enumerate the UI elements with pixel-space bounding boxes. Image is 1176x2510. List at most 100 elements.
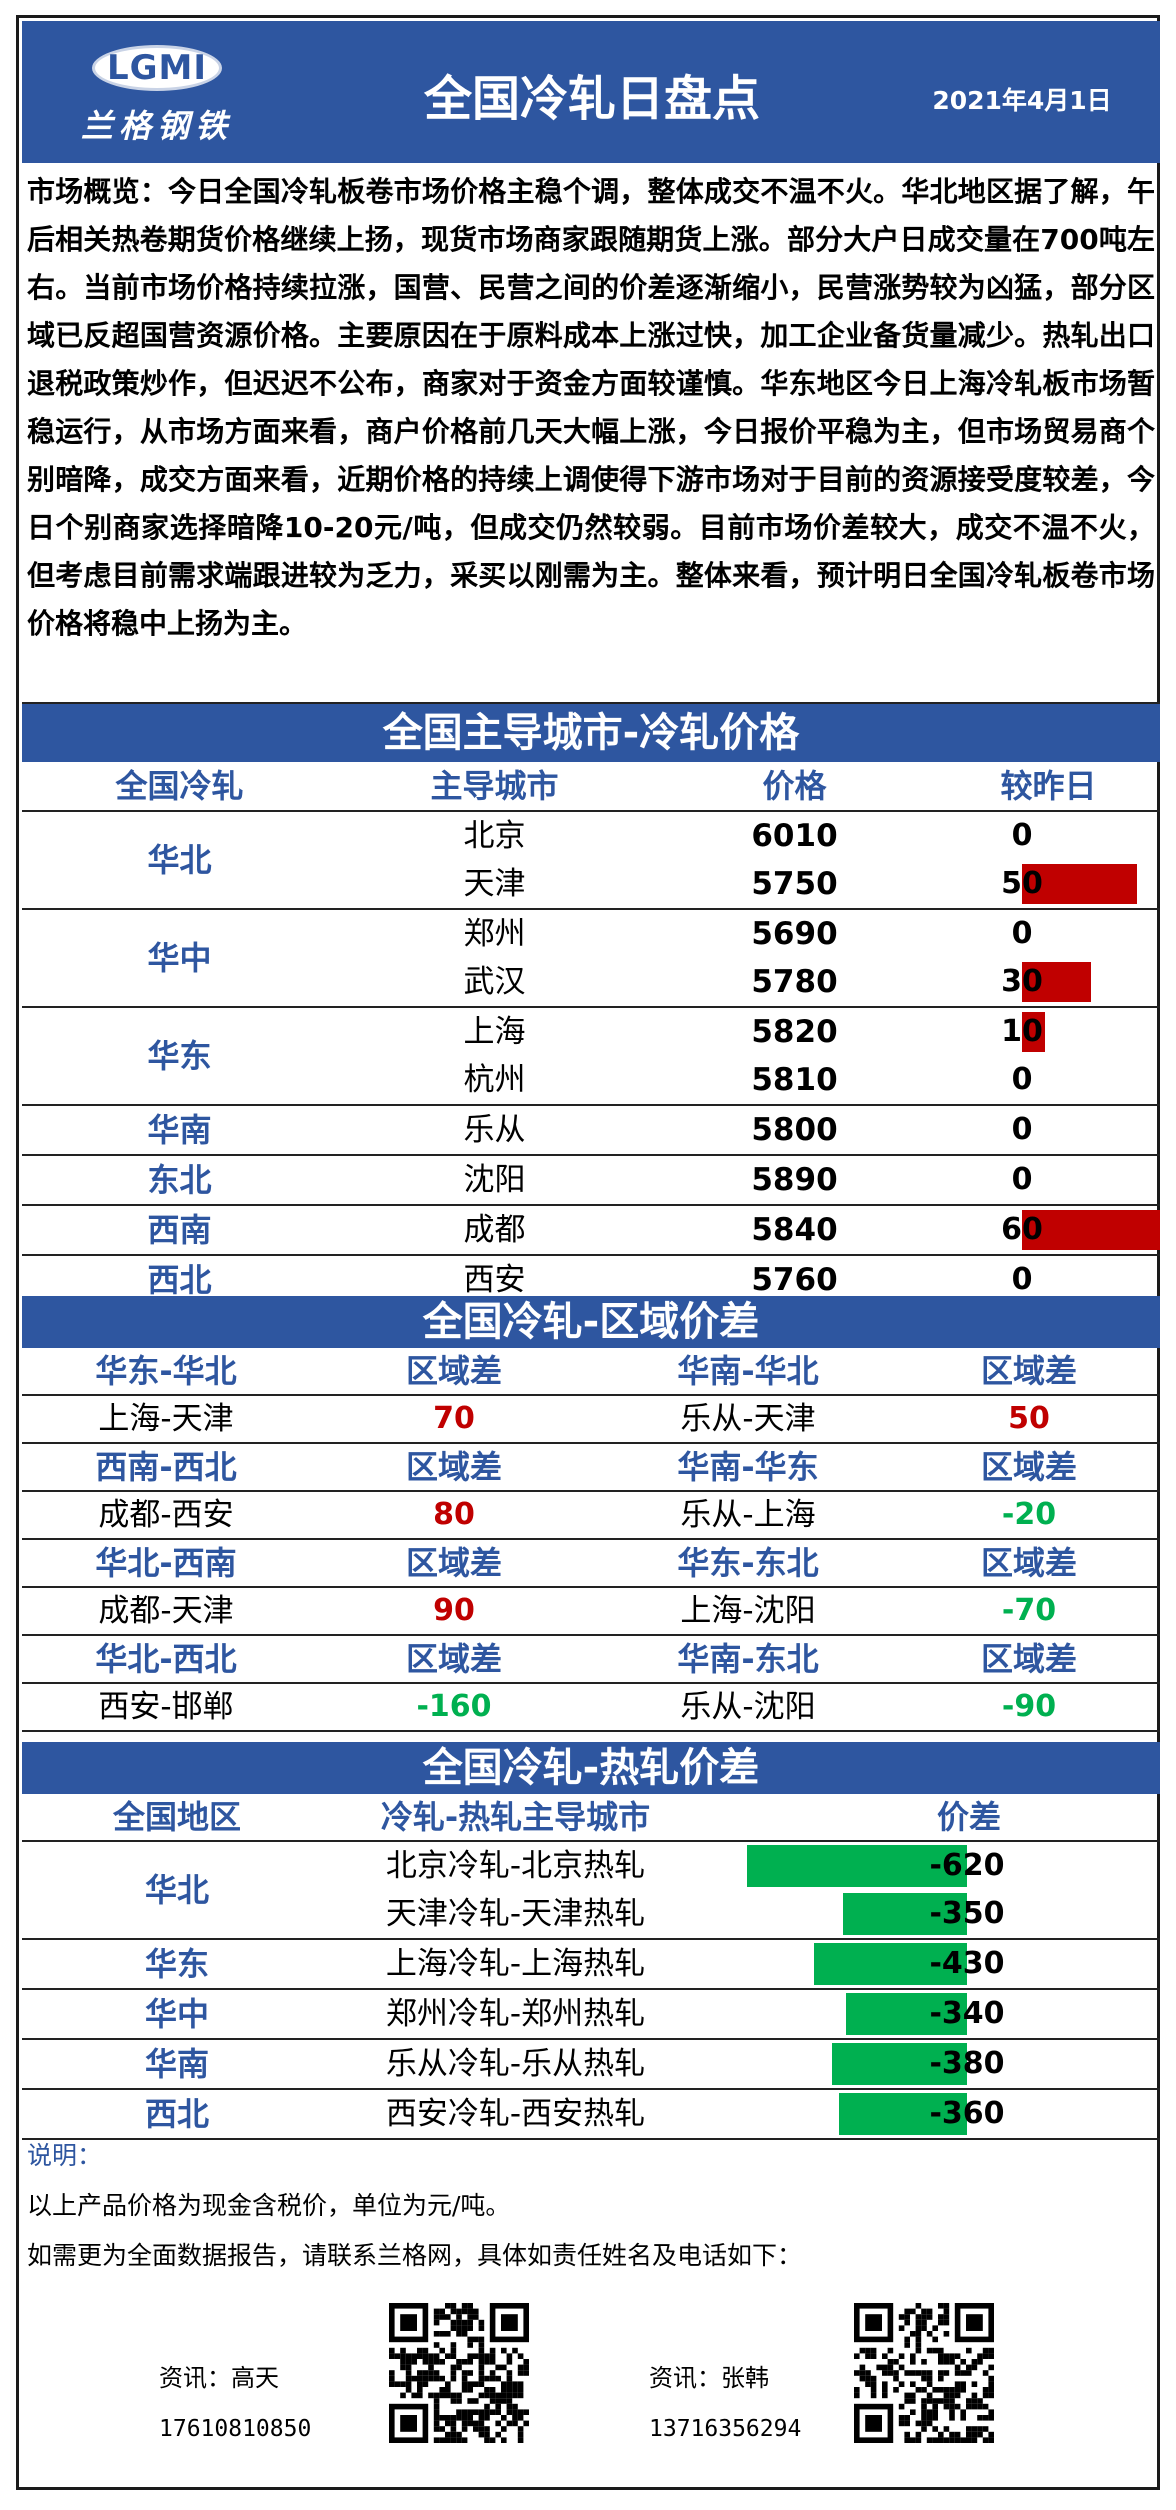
spread-left-head: 华北-西南 <box>95 1544 237 1582</box>
spread-col-label: 区域差 <box>405 1448 502 1486</box>
price-value: 5780 <box>751 964 838 1000</box>
spread-col-label: 区域差 <box>405 1352 502 1390</box>
header-bar: LGMI 兰格钢铁 全国冷轧日盘点 2021年4月1日 <box>22 21 1160 163</box>
divider <box>22 1204 1160 1206</box>
divider <box>22 810 1160 812</box>
spread-col-label: 区域差 <box>980 1352 1077 1390</box>
contact-2-name: 资讯：张韩 <box>649 2364 769 2392</box>
spread-right-pair: 乐从-上海 <box>680 1497 816 1533</box>
price-change-value: 60 <box>1001 1212 1043 1247</box>
spread-right-head: 华南-东北 <box>677 1640 819 1678</box>
divider <box>22 1988 1160 1990</box>
price-city: 上海 <box>463 1014 526 1050</box>
spread-left-pair: 成都-西安 <box>98 1497 234 1533</box>
spread-col-label: 区域差 <box>405 1640 502 1678</box>
hot-region-label: 华南 <box>144 2045 209 2083</box>
price-change-value: 30 <box>1001 964 1043 999</box>
price-value: 5760 <box>751 1262 838 1298</box>
price-region-label: 华中 <box>147 939 212 977</box>
price-change-value: 0 <box>1011 1262 1033 1297</box>
spread-left-value: 80 <box>433 1497 475 1532</box>
change-bar-up <box>1022 1210 1160 1250</box>
notes-label-text: 说明： <box>27 2141 103 2170</box>
spread-col-label: 区域差 <box>980 1544 1077 1582</box>
price-change-value: 0 <box>1011 818 1033 853</box>
market-overview: 市场概览：今日全国冷轧板卷市场价格主稳个调，整体成交不温不火。华北地区据了解，午… <box>27 175 1155 640</box>
change-bar-up <box>1022 962 1091 1002</box>
price-value: 5820 <box>751 1014 838 1050</box>
price-change-value: 0 <box>1011 1062 1033 1097</box>
spread-bar-down <box>842 1893 967 1935</box>
lgmi-logo: LGMI 兰格钢铁 <box>72 39 242 149</box>
price-col-header: 主导城市 <box>430 767 559 805</box>
price-col-header: 较昨日 <box>1000 767 1097 805</box>
spread-section-title: 全国冷轧-区域价差 <box>22 1296 1160 1348</box>
hot-diff-value: -350 <box>929 1896 1005 1931</box>
spread-right-value: 50 <box>1008 1401 1050 1436</box>
price-change-value: 0 <box>1011 1112 1033 1147</box>
qr-pattern <box>389 2303 529 2443</box>
hot-diff-value: -380 <box>929 2046 1005 2081</box>
price-region-label: 华北 <box>147 841 212 879</box>
hot-diff-value: -340 <box>929 1996 1005 2031</box>
divider <box>22 2038 1160 2040</box>
hot-pair: 乐从冷轧-乐从热轧 <box>385 2046 646 2082</box>
spread-left-value: -160 <box>416 1689 492 1724</box>
price-city: 乐从 <box>463 1112 526 1148</box>
divider <box>22 1104 1160 1106</box>
divider <box>22 1490 1160 1492</box>
divider <box>22 1682 1160 1684</box>
spread-left-value: 90 <box>433 1593 475 1628</box>
qr-pattern <box>854 2303 994 2443</box>
hot-col-header: 价差 <box>936 1798 1001 1836</box>
spread-bar-down <box>746 1845 967 1887</box>
spread-col-label: 区域差 <box>980 1448 1077 1486</box>
divider <box>22 1538 1160 1540</box>
hot-pair: 西安冷轧-西安热轧 <box>385 2096 646 2132</box>
hot-diff-value: -620 <box>929 1848 1005 1883</box>
price-value: 5800 <box>751 1112 838 1148</box>
spread-right-pair: 乐从-天津 <box>680 1401 816 1437</box>
price-change-value: 10 <box>1001 1014 1043 1049</box>
price-city: 武汉 <box>463 964 526 1000</box>
divider <box>22 908 1160 910</box>
price-value: 5750 <box>751 866 838 902</box>
page-title: 全国冷轧日盘点 <box>423 71 760 127</box>
divider <box>22 2138 1160 2140</box>
notes-label: 说明： <box>27 2136 102 2172</box>
price-city: 沈阳 <box>463 1162 526 1198</box>
spread-left-pair: 上海-天津 <box>98 1401 234 1437</box>
report-frame: LGMI 兰格钢铁 全国冷轧日盘点 2021年4月1日 市场概览：今日全国冷轧板… <box>16 15 1160 2490</box>
price-change-value: 50 <box>1001 866 1043 901</box>
price-section-title: 全国主导城市-冷轧价格 <box>22 704 1160 762</box>
spread-left-head: 华北-西北 <box>95 1640 237 1678</box>
spread-right-value: -20 <box>1001 1497 1057 1532</box>
price-value: 5890 <box>751 1162 838 1198</box>
price-region-label: 东北 <box>147 1161 212 1199</box>
divider <box>22 702 1160 704</box>
spread-right-value: -90 <box>1001 1689 1057 1724</box>
hot-region-label: 华中 <box>144 1995 209 2033</box>
spread-left-pair: 西安-邯郸 <box>98 1689 234 1725</box>
divider <box>22 1442 1160 1444</box>
spread-right-head: 华南-华东 <box>677 1448 819 1486</box>
hot-pair: 北京冷轧-北京热轧 <box>385 1848 646 1884</box>
spread-bar-down <box>839 2093 967 2135</box>
contact-2-phone: 13716356294 <box>649 2416 802 2442</box>
price-col-header: 价格 <box>762 767 827 805</box>
qr-code-2 <box>854 2303 994 2443</box>
divider <box>22 1154 1160 1156</box>
price-col-header: 全国冷轧 <box>115 767 244 805</box>
price-value: 5840 <box>751 1212 838 1248</box>
spread-left-pair: 成都-天津 <box>98 1593 234 1629</box>
price-value: 5690 <box>751 916 838 952</box>
hot-region-label: 华北 <box>144 1871 209 1909</box>
divider <box>22 1586 1160 1588</box>
hot-diff-value: -430 <box>929 1946 1005 1981</box>
contact-1-name: 资讯：高天 <box>159 2364 279 2392</box>
spread-right-value: -70 <box>1001 1593 1057 1628</box>
price-city: 西安 <box>463 1262 526 1298</box>
hot-col-header: 冷轧-热轧主导城市 <box>380 1798 651 1836</box>
spread-col-label: 区域差 <box>980 1640 1077 1678</box>
divider <box>22 1394 1160 1396</box>
